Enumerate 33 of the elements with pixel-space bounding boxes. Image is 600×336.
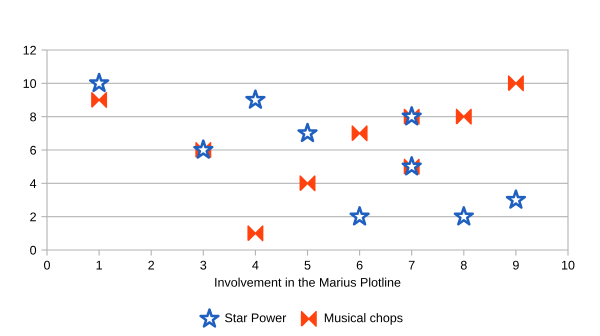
y-tick-label: 0	[30, 246, 36, 255]
point	[454, 206, 474, 226]
x-tick-label: 4	[252, 260, 259, 270]
y-tick-label: 10	[24, 79, 36, 88]
x-tick-label: 10	[562, 260, 574, 270]
x-tick-label: 7	[408, 260, 415, 270]
legend-label: Musical chops	[324, 313, 403, 325]
x-tick-label: 6	[356, 260, 363, 270]
point	[349, 206, 370, 226]
point	[88, 72, 110, 92]
x-tick-label: 1	[96, 260, 102, 270]
y-tick-label: 4	[30, 179, 36, 188]
x-tick-label: 8	[460, 260, 467, 270]
point	[506, 189, 526, 209]
legend-label: Star Power	[225, 313, 286, 322]
x-tick-label: 5	[304, 260, 310, 270]
point	[352, 125, 368, 142]
point	[456, 108, 472, 125]
x-tick-label: 2	[148, 260, 154, 270]
y-tick-label: 12	[24, 46, 36, 55]
x-tick-label: 0	[44, 260, 50, 270]
x-axis-title: Involvement in the Marius Plotline	[215, 278, 400, 287]
point	[300, 175, 316, 192]
point	[297, 122, 318, 142]
point	[508, 75, 524, 92]
y-tick-label: 2	[30, 212, 36, 222]
point	[245, 89, 266, 109]
point	[247, 225, 264, 242]
x-tick-label: 9	[513, 260, 519, 270]
y-tick-label: 6	[30, 146, 36, 155]
x-tick-label: 3	[200, 260, 206, 270]
y-tick-label: 8	[30, 112, 36, 122]
point	[91, 92, 108, 108]
